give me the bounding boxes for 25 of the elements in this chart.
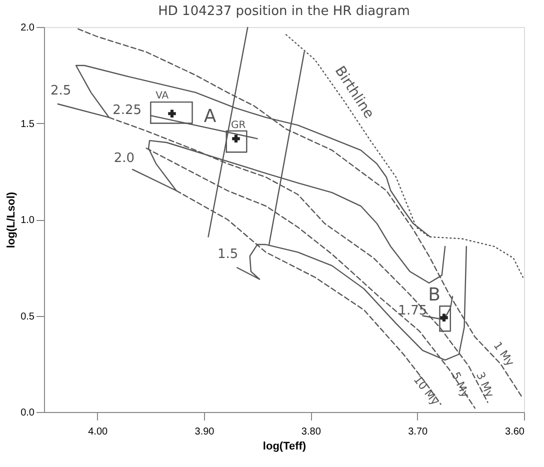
annotation: 1 My	[490, 339, 517, 369]
annotation: 2.5	[50, 84, 72, 99]
x-tick-label: 3.90	[194, 426, 215, 438]
x-tick-label: 3.70	[408, 426, 428, 438]
annotation: GR	[231, 120, 246, 131]
annotation: B	[428, 284, 440, 306]
y-tick-label: 0.0	[20, 408, 35, 418]
x-tick-label: 3.80	[301, 426, 322, 438]
x-tick-label: 3.60	[505, 426, 525, 438]
y-axis-title: log(L/Lsol)	[6, 192, 18, 248]
annotation: A	[204, 106, 217, 128]
annotation: 2.25	[112, 103, 142, 118]
annotation: 3 My	[473, 370, 497, 400]
annotation: 1.5	[217, 246, 238, 262]
x-tick-label: 4.00	[88, 426, 108, 438]
annotation: 10 My	[410, 373, 442, 408]
chart-title: HD 104237 position in the HR diagram	[158, 4, 410, 19]
y-tick-label: 0.5	[20, 311, 35, 322]
annotation: VA	[156, 90, 169, 102]
y-tick-label: 2.0	[20, 22, 35, 34]
x-axis-title: log(Teff)	[262, 440, 306, 452]
y-tick-label: 1.0	[20, 215, 35, 226]
annotation: 1.75	[398, 303, 428, 318]
annotation: 2.0	[114, 150, 135, 166]
y-tick-label: 1.5	[20, 118, 35, 130]
